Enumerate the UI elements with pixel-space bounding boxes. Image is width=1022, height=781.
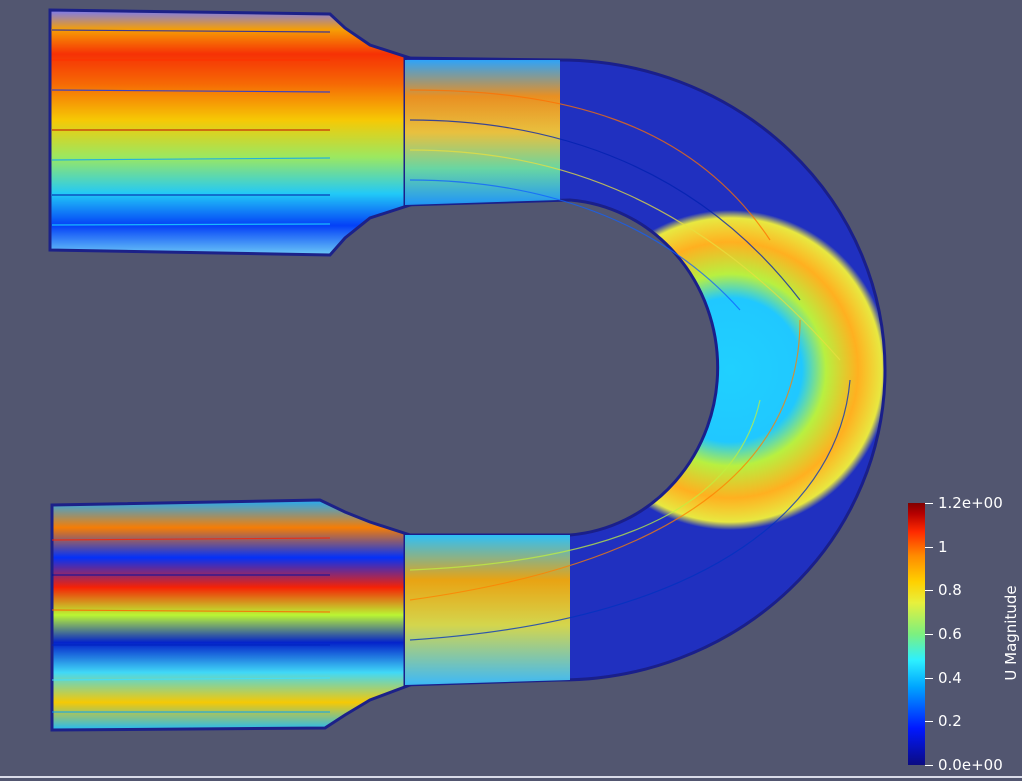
colorbar-label-min: 0.0e+00 bbox=[938, 756, 1003, 774]
colorbar-tick bbox=[925, 547, 933, 548]
colorbar-gradient bbox=[908, 503, 925, 765]
viewport-bottom-border bbox=[0, 776, 1022, 778]
colorbar-tick bbox=[925, 678, 933, 679]
colorbar-tick bbox=[925, 590, 933, 591]
colorbar-tick bbox=[925, 634, 933, 635]
colorbar-tick bbox=[925, 721, 933, 722]
upper-inlet-pipe bbox=[48, 8, 412, 257]
colorbar-tick bbox=[925, 765, 933, 766]
colorbar-label: 0.6 bbox=[938, 625, 962, 643]
colorbar-label: 1 bbox=[938, 538, 948, 556]
lower-outlet-pipe bbox=[50, 498, 412, 732]
u-bend bbox=[403, 56, 887, 687]
colorbar-title: U Magnitude bbox=[1002, 585, 1020, 681]
streamlines bbox=[51, 29, 851, 713]
colorbar-tick bbox=[925, 503, 933, 504]
colorbar-label: 0.4 bbox=[938, 669, 962, 687]
colorbar-label: 0.2 bbox=[938, 712, 962, 730]
colorbar-label: 0.8 bbox=[938, 581, 962, 599]
colorbar-label-max: 1.2e+00 bbox=[938, 494, 1003, 512]
